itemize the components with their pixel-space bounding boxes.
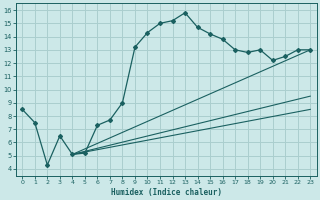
X-axis label: Humidex (Indice chaleur): Humidex (Indice chaleur) bbox=[111, 188, 222, 197]
